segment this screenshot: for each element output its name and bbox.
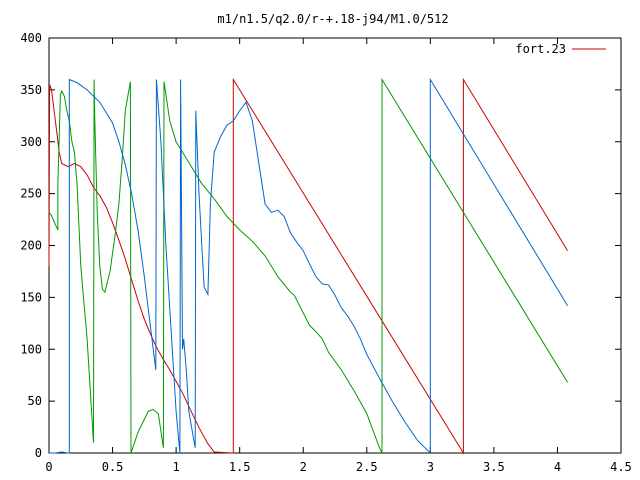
series-line-1 [48, 77, 569, 455]
y-tick-label: 0 [35, 446, 42, 460]
x-tick-label: 1.5 [229, 460, 251, 474]
x-tick-label: 4 [554, 460, 561, 474]
legend: fort.23 [515, 42, 606, 56]
series-line-3 [49, 77, 569, 455]
y-tick-label: 350 [20, 83, 42, 97]
x-tick-label: 3.5 [483, 460, 505, 474]
x-tick-label: 3 [427, 460, 434, 474]
x-tick-label: 1 [172, 460, 179, 474]
series-line-2 [48, 77, 569, 454]
x-tick-label: 0.5 [102, 460, 124, 474]
x-tick-label: 4.5 [610, 460, 632, 474]
chart-title: m1/n1.5/q2.0/r-+.18-j94/M1.0/512 [217, 12, 448, 26]
y-tick-label: 50 [28, 394, 42, 408]
axis-ticks: 0 0.5 1 1.5 2 2.5 3 3.5 4 4.5 0 50 100 150 200 250 300 35… [20, 31, 632, 474]
series-layer [48, 77, 569, 455]
y-tick-label: 400 [20, 31, 42, 45]
x-tick-label: 2 [300, 460, 307, 474]
y-tick-label: 100 [20, 342, 42, 356]
x-tick-label: 0 [45, 460, 52, 474]
y-tick-label: 250 [20, 187, 42, 201]
legend-label: fort.23 [515, 42, 566, 56]
y-tick-label: 300 [20, 135, 42, 149]
x-tick-label: 2.5 [356, 460, 378, 474]
y-tick-label: 150 [20, 290, 42, 304]
y-tick-label: 200 [20, 239, 42, 253]
